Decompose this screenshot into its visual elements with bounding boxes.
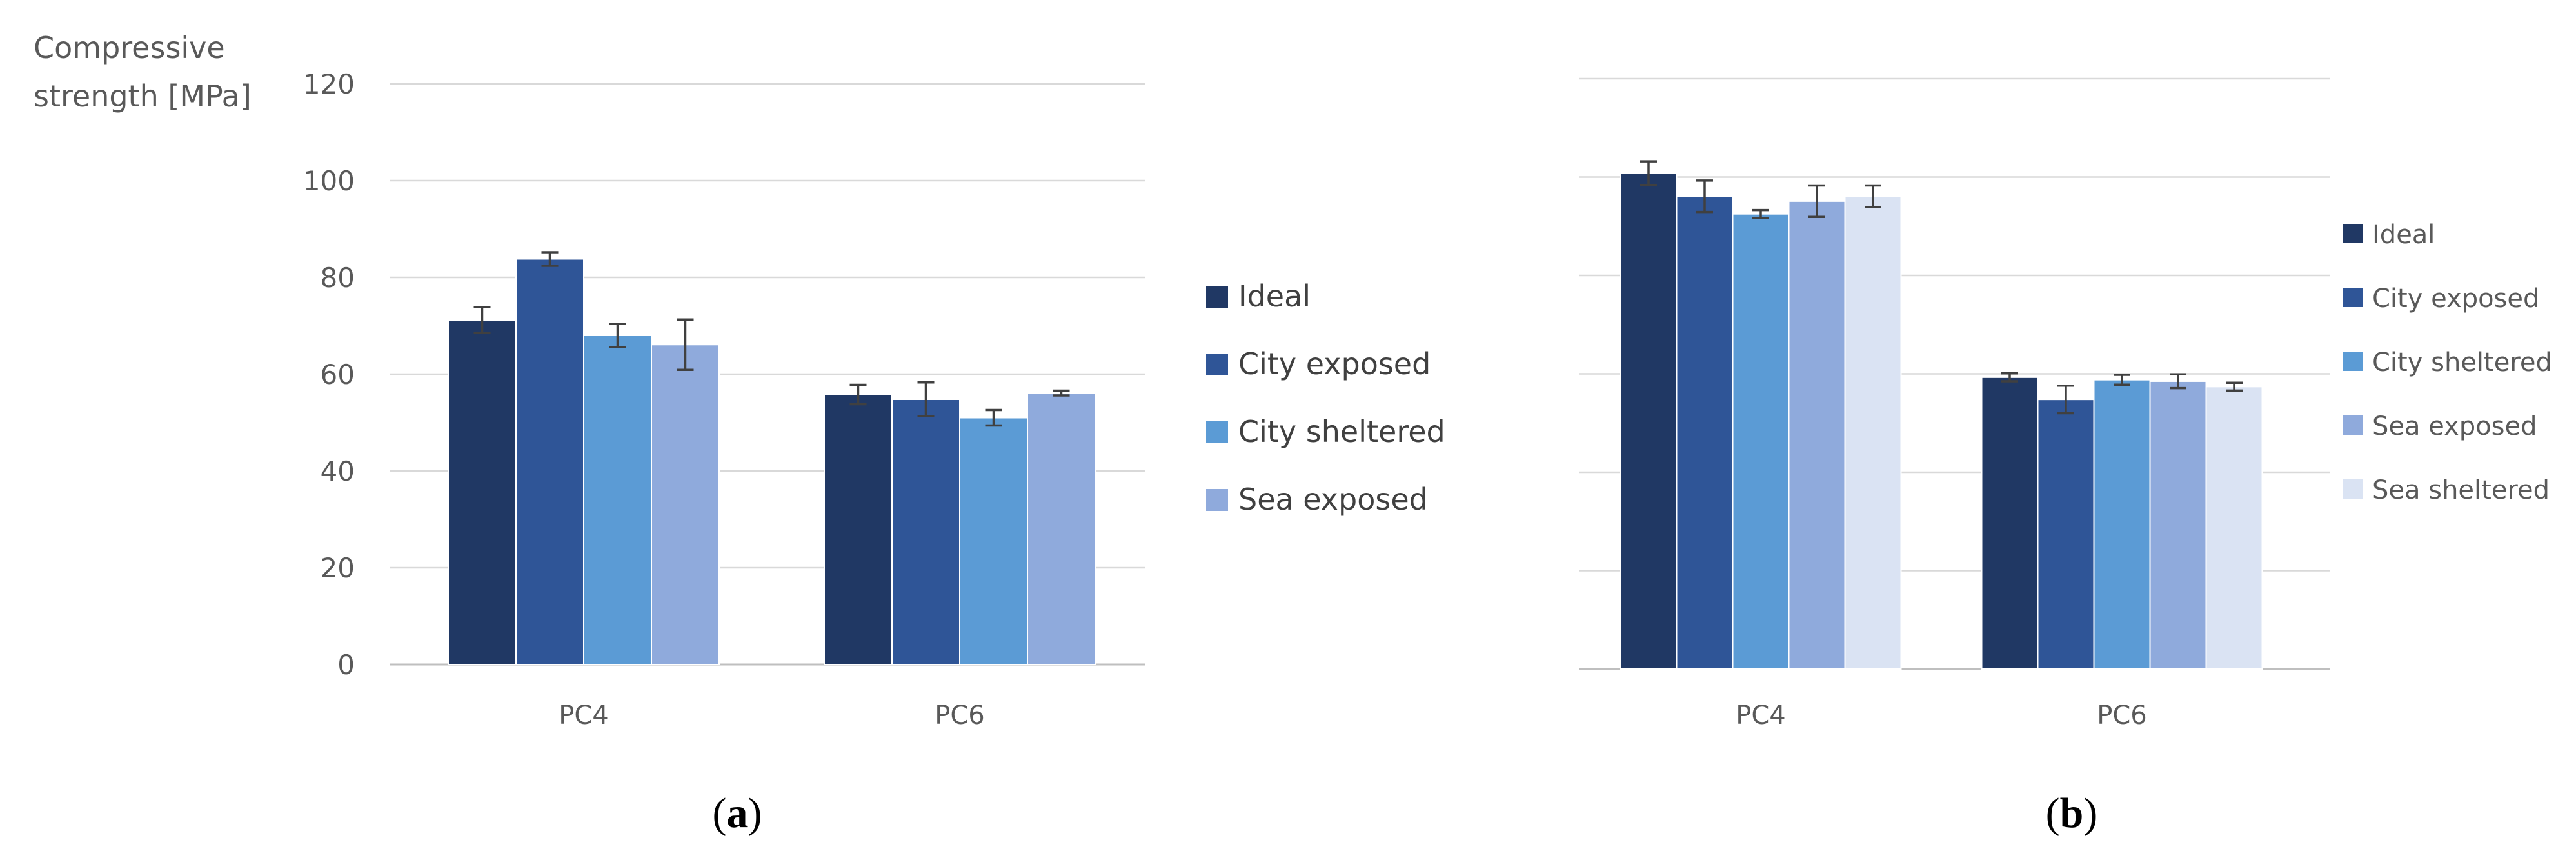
chart-a-bar — [651, 344, 720, 665]
chart-b-error-bar — [2114, 374, 2130, 386]
chart-a-legend-label: Ideal — [1238, 279, 1311, 314]
chart-a-panel-label: (a) — [713, 790, 762, 837]
chart-a-bar — [824, 394, 893, 665]
chart-a-bar — [515, 258, 584, 665]
chart-a-legend-label: Sea exposed — [1238, 482, 1428, 517]
chart-b-error-bar — [1640, 160, 1657, 186]
chart-a-error-bar — [849, 383, 867, 406]
chart-b-bar — [2093, 379, 2151, 670]
chart-b-error-bar — [2001, 372, 2018, 383]
chart-a-error-bar — [609, 323, 626, 348]
chart-a-error-bar — [1053, 389, 1070, 397]
chart-b-bar — [1981, 376, 2039, 670]
chart-a-error-bar — [985, 408, 1002, 427]
chart-b-bar — [2037, 399, 2095, 670]
chart-a-bar — [583, 335, 652, 665]
chart-b-error-bar — [2226, 381, 2243, 392]
chart-b-error-bar — [1752, 208, 1769, 219]
chart-a-y-tick-label: 80 — [321, 262, 355, 294]
chart-b-legend-label: City sheltered — [2372, 348, 2552, 377]
chart-a-legend-swatch — [1206, 286, 1228, 308]
chart-b-error-bar — [1865, 184, 1881, 208]
chart-b-panel-label: (b) — [2046, 790, 2098, 837]
chart-b-bar — [1620, 172, 1678, 670]
chart-a-legend-swatch — [1206, 354, 1228, 375]
chart-a-legend-label: City sheltered — [1238, 414, 1445, 449]
chart-a-y-tick-label: 0 — [337, 649, 355, 681]
chart-a-y-tick-label: 60 — [321, 359, 355, 390]
chart-b-legend-label: City exposed — [2372, 284, 2539, 314]
chart-a-bar — [891, 399, 960, 665]
chart-a-legend-label: City exposed — [1238, 346, 1431, 381]
chart-b-legend-label: Sea sheltered — [2372, 475, 2550, 505]
chart-a-y-tick-label: 100 — [303, 165, 355, 197]
chart-a-y-axis-title: strength [MPa] — [34, 79, 252, 114]
chart-b-bar — [1732, 213, 1790, 670]
chart-b-category-label: PC6 — [2097, 701, 2147, 730]
chart-a-error-bar — [917, 381, 935, 417]
chart-b-legend-swatch — [2343, 288, 2363, 307]
chart-b-error-bar — [2057, 385, 2074, 415]
chart-b-legend-label: Ideal — [2372, 220, 2435, 250]
chart-b-legend-label: Sea exposed — [2372, 412, 2537, 441]
chart-b-legend-swatch — [2343, 352, 2363, 371]
chart-b-category-label: PC4 — [1736, 701, 1786, 730]
chart-b-bar — [1676, 195, 1734, 670]
chart-b-bar — [2149, 380, 2207, 670]
chart-b-legend-swatch — [2343, 479, 2363, 499]
chart-a-category-label: PC6 — [935, 701, 985, 730]
chart-a-y-axis-title: Compressive — [34, 30, 225, 65]
chart-a-legend-swatch — [1206, 421, 1228, 443]
chart-b-error-bar — [1808, 184, 1825, 219]
chart-a-bar — [448, 319, 517, 665]
chart-a-category-label: PC4 — [559, 701, 609, 730]
chart-b-error-bar — [1696, 179, 1713, 214]
chart-b-bar — [2205, 386, 2263, 670]
chart-a-legend-swatch — [1206, 489, 1228, 511]
chart-b-legend-swatch — [2343, 224, 2363, 243]
chart-a-bar — [1027, 392, 1096, 665]
chart-a-error-bar — [677, 318, 694, 371]
chart-b-error-bar — [2170, 373, 2186, 390]
chart-a-error-bar — [541, 251, 559, 267]
chart-a-bar — [959, 417, 1028, 665]
chart-a-error-bar — [473, 306, 491, 334]
chart-b-bar — [1844, 195, 1902, 670]
chart-a-y-tick-label: 20 — [321, 552, 355, 584]
chart-a-y-tick-label: 40 — [321, 455, 355, 487]
chart-a: 0 20 40 60 80 100 120 Compressive strength [MPa]… — [34, 30, 1445, 837]
chart-b-bar — [1788, 200, 1846, 670]
chart-b: PC4 PC6 Ideal City exposed City sheltered Sea… — [1579, 77, 2552, 837]
chart-a-y-tick-label: 120 — [303, 68, 355, 100]
chart-b-legend-swatch — [2343, 415, 2363, 435]
